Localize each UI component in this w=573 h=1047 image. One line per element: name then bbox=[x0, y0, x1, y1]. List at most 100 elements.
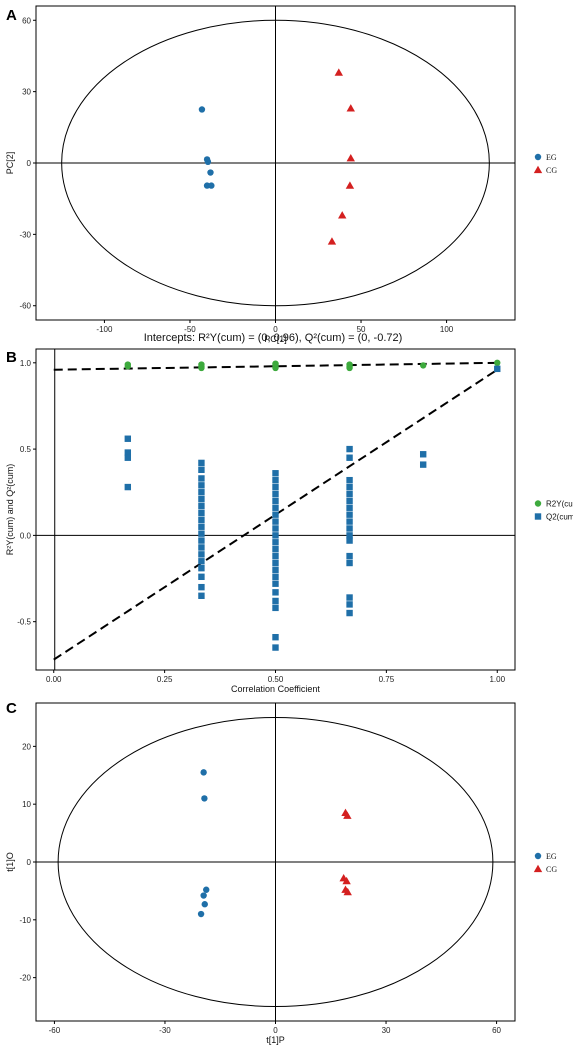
r2y-cum--point bbox=[419, 362, 427, 369]
r2y-cum--point bbox=[198, 361, 205, 368]
legend-cg-marker bbox=[533, 864, 543, 873]
q2-cum--point bbox=[272, 644, 279, 651]
q2-cum--point bbox=[272, 532, 279, 539]
q2-cum--point bbox=[346, 454, 353, 461]
eg-point bbox=[201, 795, 208, 802]
y-tick-label: 0.5 bbox=[20, 445, 32, 454]
legend-q2-cum--label: Q2(cum) bbox=[546, 513, 573, 522]
q2-cum--point bbox=[198, 516, 205, 524]
q2-cum--point bbox=[198, 558, 205, 565]
q2-cum--point bbox=[346, 483, 353, 491]
x-tick-label: -30 bbox=[159, 1026, 171, 1035]
x-tick-label: 100 bbox=[440, 325, 454, 334]
y-tick-label: 10 bbox=[22, 800, 31, 809]
x-tick-label: -50 bbox=[184, 325, 196, 334]
legend-cg-label: CG bbox=[546, 865, 557, 874]
q2-cum--point bbox=[346, 525, 353, 532]
q2-cum--point bbox=[272, 497, 279, 505]
legend-eg-label: EG bbox=[546, 852, 557, 861]
q2-cum--point bbox=[346, 497, 353, 505]
cg-point bbox=[346, 104, 355, 112]
q2-cum--point bbox=[272, 490, 279, 498]
x-axis-label: PC[1] bbox=[264, 334, 287, 344]
y-axis-label: t[1]O bbox=[5, 852, 15, 872]
y-tick-label: 1.0 bbox=[20, 359, 32, 368]
q2-cum--point bbox=[198, 551, 205, 558]
cg-point bbox=[346, 154, 355, 162]
q2-cum--point bbox=[198, 544, 205, 551]
q2-cum--point bbox=[346, 504, 353, 511]
q2-cum--point bbox=[494, 365, 501, 373]
panel-letter-c: C bbox=[6, 700, 17, 717]
q2-cum--point bbox=[124, 449, 132, 456]
q2-cum--point bbox=[346, 609, 353, 617]
x-tick-label: 0 bbox=[273, 1026, 278, 1035]
q2-cum--point bbox=[198, 475, 205, 482]
q2-cum--point bbox=[346, 552, 353, 560]
x-tick-label: 0.25 bbox=[157, 675, 173, 684]
q2-cum--point bbox=[346, 445, 353, 453]
q2-cum--point bbox=[419, 461, 427, 468]
q2-cum--point bbox=[198, 592, 205, 599]
q2-cum--point bbox=[272, 511, 279, 518]
q2-cum--point bbox=[272, 597, 279, 605]
cg-point bbox=[343, 887, 352, 896]
q2-cum--point bbox=[124, 435, 132, 442]
q2-cum--point bbox=[272, 525, 279, 532]
q2-cum--point bbox=[419, 451, 427, 458]
x-tick-label: -100 bbox=[96, 325, 113, 334]
q2-cum--point bbox=[272, 604, 279, 612]
r2y-cum--point bbox=[272, 360, 279, 367]
q2-cum--point bbox=[198, 509, 205, 517]
q2-cum--point bbox=[346, 490, 353, 498]
q2-cum--point bbox=[272, 470, 279, 477]
x-axis-label: t[1]P bbox=[266, 1035, 285, 1045]
r2y-cum--point bbox=[124, 361, 132, 368]
y-axis-label: PC[2] bbox=[5, 152, 15, 175]
y-tick-label: 20 bbox=[22, 742, 31, 751]
q2-cum--point bbox=[272, 518, 279, 525]
y-tick-label: 0 bbox=[27, 858, 32, 867]
panel-c: C -60 -30 0 30 60 -20 -10 0 10 20 t[1]P t[1]O EG CG bbox=[5, 700, 557, 1045]
legend-r2y-cum--marker bbox=[534, 500, 542, 507]
x-tick-label: 0.75 bbox=[379, 675, 395, 684]
cg-point bbox=[342, 876, 351, 885]
q2-cum--point bbox=[272, 552, 279, 560]
q2-cum--point bbox=[346, 559, 353, 567]
x-tick-label: 30 bbox=[382, 1026, 391, 1035]
legend-eg-marker bbox=[534, 153, 542, 161]
q2-cum--point bbox=[272, 504, 279, 511]
q2-cum--point bbox=[272, 539, 279, 546]
y-tick-label: 0.0 bbox=[20, 531, 32, 540]
eg-point bbox=[200, 769, 207, 776]
y-tick-label: 60 bbox=[22, 16, 31, 25]
q2-cum--point bbox=[346, 601, 353, 608]
q2-cum--point bbox=[198, 482, 205, 489]
x-tick-label: 0.50 bbox=[268, 675, 284, 684]
q2-cum--point bbox=[198, 530, 205, 537]
q2-cum--point bbox=[272, 566, 279, 574]
q2-cum--point bbox=[346, 532, 353, 539]
eg-point bbox=[208, 182, 215, 189]
chart-title: Intercepts: R²Y(cum) = (0, 0.96), Q²(cum… bbox=[144, 332, 403, 344]
cg-point bbox=[334, 68, 343, 76]
legend-q2-cum--marker bbox=[534, 513, 542, 520]
q2-fit-line bbox=[53, 368, 498, 661]
y-tick-label: 30 bbox=[22, 88, 31, 97]
panel-letter-b: B bbox=[6, 349, 17, 366]
y-tick-label: -0.5 bbox=[17, 618, 31, 627]
q2-cum--point bbox=[198, 495, 205, 503]
cg-point bbox=[345, 181, 355, 189]
x-tick-label: 50 bbox=[357, 325, 366, 334]
panel-letter-a: A bbox=[6, 7, 17, 24]
eg-point bbox=[207, 169, 214, 176]
cg-point bbox=[343, 811, 352, 819]
q2-cum--point bbox=[198, 466, 205, 474]
q2-cum--point bbox=[124, 483, 132, 491]
q2-cum--point bbox=[198, 564, 205, 572]
legend-cg-label: CG bbox=[546, 166, 557, 175]
q2-cum--point bbox=[272, 545, 279, 553]
y-tick-label: 0 bbox=[27, 159, 32, 168]
q2-cum--point bbox=[198, 537, 205, 544]
